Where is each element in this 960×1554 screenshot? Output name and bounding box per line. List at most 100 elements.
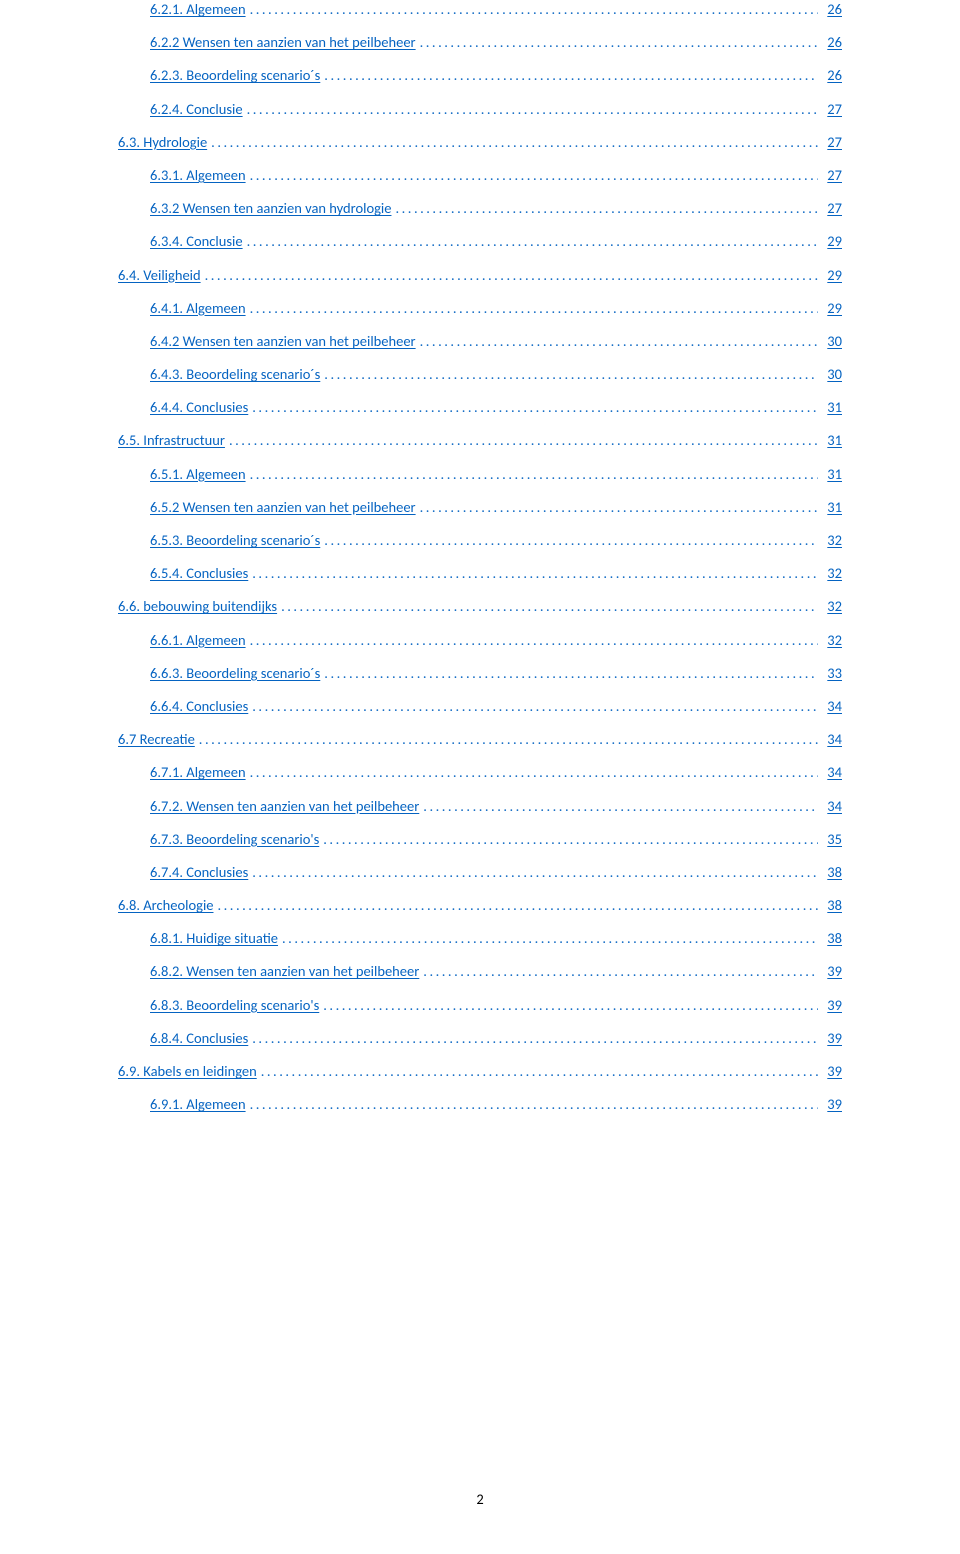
toc-entry-page: 39 bbox=[822, 1095, 842, 1113]
toc-leader bbox=[261, 1062, 818, 1080]
toc-entry[interactable]: 6.5.3. Beoordeling scenario´s 32 bbox=[118, 531, 842, 549]
toc-entry-page: 39 bbox=[822, 1062, 842, 1080]
toc-entry[interactable]: 6.7.1. Algemeen 34 bbox=[118, 763, 842, 781]
toc-entry-page: 39 bbox=[822, 996, 842, 1014]
toc-entry-page: 26 bbox=[822, 66, 842, 84]
toc-entry[interactable]: 6.5.1. Algemeen 31 bbox=[118, 465, 842, 483]
toc-entry[interactable]: 6.4. Veiligheid 29 bbox=[118, 266, 842, 284]
toc-leader bbox=[324, 531, 818, 549]
toc-entry[interactable]: 6.2.4. Conclusie 27 bbox=[118, 100, 842, 118]
toc-leader bbox=[199, 730, 818, 748]
toc-leader bbox=[323, 996, 818, 1014]
toc-entry[interactable]: 6.4.2 Wensen ten aanzien van het peilbeh… bbox=[118, 332, 842, 350]
toc-entry-page: 31 bbox=[822, 398, 842, 416]
toc-leader bbox=[250, 465, 818, 483]
toc-entry[interactable]: 6.6.3. Beoordeling scenario´s 33 bbox=[118, 664, 842, 682]
toc-entry-label: 6.5.2 Wensen ten aanzien van het peilbeh… bbox=[150, 498, 416, 516]
toc-entry-page: 30 bbox=[822, 332, 842, 350]
toc-entry-label: 6.5.4. Conclusies bbox=[150, 564, 248, 582]
toc-entry-label: 6.2.2 Wensen ten aanzien van het peilbeh… bbox=[150, 33, 416, 51]
toc-entry-page: 32 bbox=[822, 531, 842, 549]
toc-entry[interactable]: 6.5.4. Conclusies 32 bbox=[118, 564, 842, 582]
toc-entry[interactable]: 6.4.1. Algemeen 29 bbox=[118, 299, 842, 317]
toc-entry[interactable]: 6.7.2. Wensen ten aanzien van het peilbe… bbox=[118, 797, 842, 815]
toc-entry-page: 38 bbox=[822, 863, 842, 881]
toc-leader bbox=[250, 763, 818, 781]
toc-entry-label: 6.3. Hydrologie bbox=[118, 133, 207, 151]
toc-entry-page: 29 bbox=[822, 299, 842, 317]
toc-leader bbox=[252, 863, 818, 881]
toc-leader bbox=[217, 896, 818, 914]
toc-entry-label: 6.8.3. Beoordeling scenario's bbox=[150, 996, 319, 1014]
toc-entry-page: 39 bbox=[822, 962, 842, 980]
toc-entry[interactable]: 6.4.3. Beoordeling scenario´s 30 bbox=[118, 365, 842, 383]
toc-entry[interactable]: 6.8. Archeologie 38 bbox=[118, 896, 842, 914]
toc-leader bbox=[324, 664, 818, 682]
toc-leader bbox=[205, 266, 818, 284]
toc-entry-page: 34 bbox=[822, 763, 842, 781]
toc-leader bbox=[250, 0, 818, 18]
document-page: 6.2.1. Algemeen 26 6.2.2 Wensen ten aanzi… bbox=[0, 0, 960, 1554]
toc-entry-page: 34 bbox=[822, 697, 842, 715]
toc-entry[interactable]: 6.9. Kabels en leidingen 39 bbox=[118, 1062, 842, 1080]
toc-entry[interactable]: 6.6.4. Conclusies 34 bbox=[118, 697, 842, 715]
toc-leader bbox=[252, 564, 818, 582]
toc-entry-page: 27 bbox=[822, 100, 842, 118]
toc-entry-page: 30 bbox=[822, 365, 842, 383]
toc-entry-label: 6.7.4. Conclusies bbox=[150, 863, 248, 881]
toc-entry[interactable]: 6.5. Infrastructuur 31 bbox=[118, 431, 842, 449]
toc-entry[interactable]: 6.3. Hydrologie 27 bbox=[118, 133, 842, 151]
toc-entry-page: 32 bbox=[822, 564, 842, 582]
toc-entry-label: 6.4. Veiligheid bbox=[118, 266, 201, 284]
toc-entry-page: 32 bbox=[822, 597, 842, 615]
toc-entry-page: 38 bbox=[822, 896, 842, 914]
toc-entry-label: 6.4.3. Beoordeling scenario´s bbox=[150, 365, 320, 383]
toc-leader bbox=[250, 299, 818, 317]
toc-entry-label: 6.3.2 Wensen ten aanzien van hydrologie bbox=[150, 199, 391, 217]
toc-entry-label: 6.5.3. Beoordeling scenario´s bbox=[150, 531, 320, 549]
toc-entry[interactable]: 6.3.2 Wensen ten aanzien van hydrologie … bbox=[118, 199, 842, 217]
toc-entry[interactable]: 6.7 Recreatie 34 bbox=[118, 730, 842, 748]
toc-entry[interactable]: 6.5.2 Wensen ten aanzien van het peilbeh… bbox=[118, 498, 842, 516]
toc-entry-label: 6.2.1. Algemeen bbox=[150, 0, 246, 18]
toc-leader bbox=[250, 1095, 818, 1113]
toc-entry-label: 6.9.1. Algemeen bbox=[150, 1095, 246, 1113]
toc-entry[interactable]: 6.7.3. Beoordeling scenario's 35 bbox=[118, 830, 842, 848]
toc-entry-label: 6.8.2. Wensen ten aanzien van het peilbe… bbox=[150, 962, 419, 980]
toc-entry[interactable]: 6.8.3. Beoordeling scenario's 39 bbox=[118, 996, 842, 1014]
toc-entry-page: 32 bbox=[822, 631, 842, 649]
table-of-contents: 6.2.1. Algemeen 26 6.2.2 Wensen ten aanzi… bbox=[118, 0, 842, 1113]
toc-entry-page: 39 bbox=[822, 1029, 842, 1047]
toc-leader bbox=[420, 498, 818, 516]
toc-leader bbox=[250, 631, 818, 649]
toc-entry[interactable]: 6.7.4. Conclusies 38 bbox=[118, 863, 842, 881]
toc-entry-page: 35 bbox=[822, 830, 842, 848]
toc-leader bbox=[252, 697, 818, 715]
toc-entry[interactable]: 6.2.1. Algemeen 26 bbox=[118, 0, 842, 18]
toc-leader bbox=[420, 332, 818, 350]
toc-entry[interactable]: 6.2.3. Beoordeling scenario´s 26 bbox=[118, 66, 842, 84]
toc-entry-label: 6.7.2. Wensen ten aanzien van het peilbe… bbox=[150, 797, 419, 815]
toc-entry-page: 38 bbox=[822, 929, 842, 947]
toc-leader bbox=[395, 199, 818, 217]
toc-entry-label: 6.8. Archeologie bbox=[118, 896, 213, 914]
toc-entry[interactable]: 6.9.1. Algemeen 39 bbox=[118, 1095, 842, 1113]
toc-entry-label: 6.9. Kabels en leidingen bbox=[118, 1062, 257, 1080]
toc-entry[interactable]: 6.2.2 Wensen ten aanzien van het peilbeh… bbox=[118, 33, 842, 51]
toc-entry[interactable]: 6.8.1. Huidige situatie 38 bbox=[118, 929, 842, 947]
toc-entry-page: 31 bbox=[822, 465, 842, 483]
toc-entry[interactable]: 6.6.1. Algemeen 32 bbox=[118, 631, 842, 649]
toc-entry[interactable]: 6.3.4. Conclusie 29 bbox=[118, 232, 842, 250]
toc-entry-label: 6.6.3. Beoordeling scenario´s bbox=[150, 664, 320, 682]
toc-entry[interactable]: 6.6. bebouwing buitendijks 32 bbox=[118, 597, 842, 615]
toc-entry[interactable]: 6.4.4. Conclusies 31 bbox=[118, 398, 842, 416]
toc-leader bbox=[323, 830, 818, 848]
toc-entry-page: 27 bbox=[822, 199, 842, 217]
toc-entry[interactable]: 6.3.1. Algemeen 27 bbox=[118, 166, 842, 184]
toc-entry-page: 29 bbox=[822, 232, 842, 250]
toc-entry[interactable]: 6.8.4. Conclusies 39 bbox=[118, 1029, 842, 1047]
toc-entry-label: 6.7 Recreatie bbox=[118, 730, 195, 748]
toc-leader bbox=[423, 797, 818, 815]
toc-entry[interactable]: 6.8.2. Wensen ten aanzien van het peilbe… bbox=[118, 962, 842, 980]
page-number: 2 bbox=[0, 1490, 960, 1508]
